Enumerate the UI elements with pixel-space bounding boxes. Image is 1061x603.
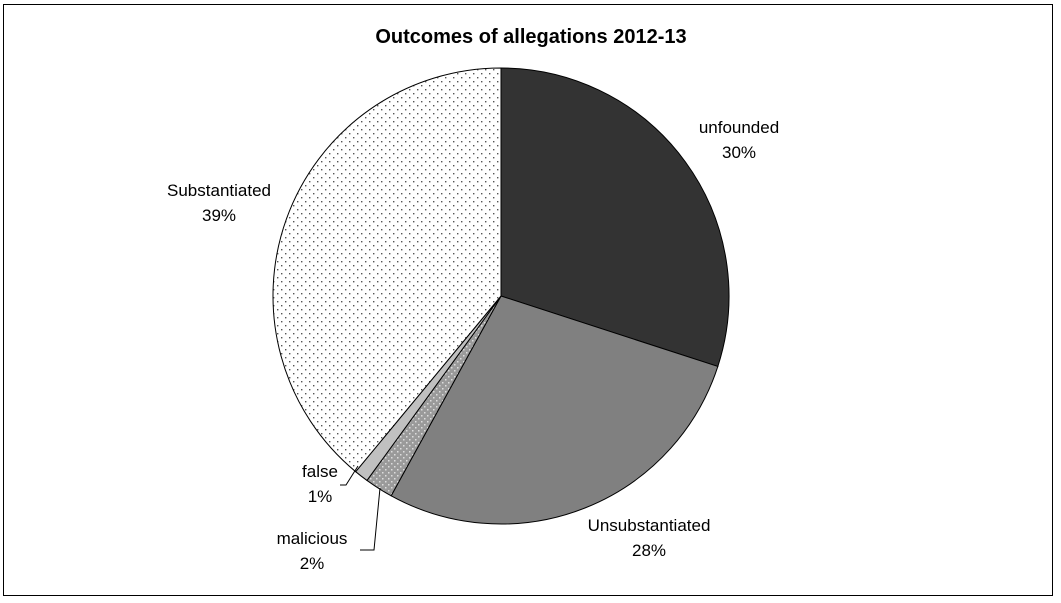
pie-slice-unsubstantiated [390, 295, 719, 525]
pie-slices [272, 67, 730, 525]
pie-slice-unfounded [500, 67, 730, 368]
slice-label-unsubstantiated: Unsubstantiated [588, 516, 711, 535]
slice-label-malicious: malicious [277, 529, 348, 548]
slice-labels: unfounded 30% Unsubstantiated 28% malicious 2… [167, 118, 779, 573]
slice-percent-unsubstantiated: 28% [632, 541, 666, 560]
leader-line-malicious [360, 487, 381, 551]
pie-slice-substantiated [272, 67, 502, 473]
slice-label-unfounded: unfounded [699, 118, 779, 137]
slice-percent-malicious: 2% [300, 554, 325, 573]
chart-title: Outcomes of allegations 2012-13 [375, 26, 686, 48]
leader-line-false [340, 465, 359, 486]
slice-label-false: false [302, 462, 338, 481]
slice-percent-false: 1% [308, 487, 333, 506]
leader-lines [340, 465, 381, 551]
slice-label-substantiated: Substantiated [167, 181, 271, 200]
slice-percent-substantiated: 39% [202, 206, 236, 225]
slice-percent-unfounded: 30% [722, 143, 756, 162]
